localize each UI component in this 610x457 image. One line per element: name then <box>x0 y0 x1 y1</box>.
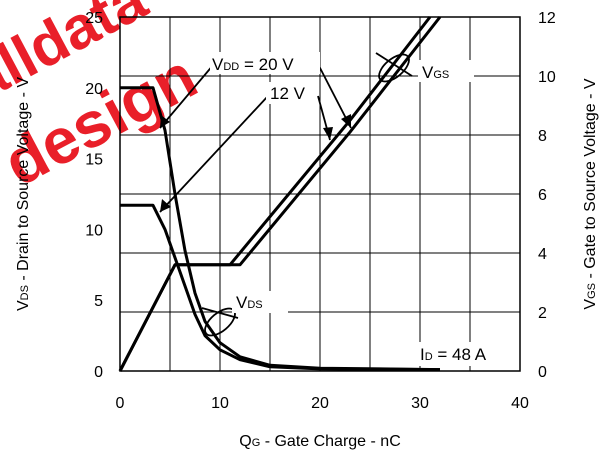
y2-tick-label: 8 <box>538 128 547 145</box>
x-tick-label: 20 <box>311 395 329 412</box>
y2-tick-label: 6 <box>538 187 547 204</box>
y2-tick-label: 2 <box>538 305 547 322</box>
y2-tick-label: 4 <box>538 246 547 263</box>
vdd12-arrowhead <box>160 199 171 212</box>
vgs-label-bg <box>418 60 474 82</box>
vdd20-arrowhead <box>160 115 170 128</box>
vdd12-vgs-arrowhead <box>323 127 333 140</box>
y-axis-label: VDS - Drain to Source Voltage - V <box>15 77 32 311</box>
x-axis-ticks: 0 10 20 30 40 <box>116 395 529 412</box>
series-line-1 <box>120 203 441 372</box>
x-axis-label: QG - Gate Charge - nC <box>239 433 401 450</box>
id-label: ID = 48 A <box>420 345 487 364</box>
y-tick-label: 10 <box>85 222 103 239</box>
x-tick-label: 40 <box>511 395 529 412</box>
x-tick-label: 0 <box>116 395 125 412</box>
vds-ellipse-line <box>201 307 239 319</box>
vdd12-label: 12 V <box>270 84 306 103</box>
y2-tick-label: 10 <box>538 69 556 86</box>
vds-label: VDS <box>236 293 263 312</box>
x-tick-label: 10 <box>211 395 229 412</box>
vdd20-label-bg <box>210 52 320 74</box>
vdd20-vgs-arrowhead <box>341 114 351 128</box>
vgs-ellipse-line <box>375 52 413 77</box>
y2-tick-label: 12 <box>538 10 556 27</box>
series-line-0 <box>120 86 441 372</box>
y2-axis-label: VGS - Gate to Source Voltage - V <box>582 78 599 309</box>
y-tick-label: 5 <box>94 293 103 310</box>
vdd12-label-bg <box>266 82 312 104</box>
vgs-label: VGS <box>422 63 449 82</box>
plot-frame <box>119 16 521 372</box>
y2-axis-ticks: 0 2 4 6 8 10 12 <box>538 10 556 381</box>
id-label-bg <box>418 342 510 366</box>
series-line-3 <box>118 16 432 372</box>
vdd20-leader <box>159 63 215 129</box>
y-tick-label: 20 <box>85 81 103 98</box>
x-tick-label: 30 <box>411 395 429 412</box>
y-axis-ticks: 0 5 10 15 20 25 <box>85 10 103 381</box>
vds-label-bg <box>232 291 288 313</box>
y-tick-label: 15 <box>85 152 103 169</box>
vdd12-leader <box>159 95 269 213</box>
vdd20-label: VDD = 20 V <box>212 55 294 74</box>
y-tick-label: 25 <box>85 10 103 27</box>
y-tick-label: 0 <box>94 364 103 381</box>
annotation-markers <box>159 52 413 337</box>
y2-tick-label: 0 <box>538 364 547 381</box>
